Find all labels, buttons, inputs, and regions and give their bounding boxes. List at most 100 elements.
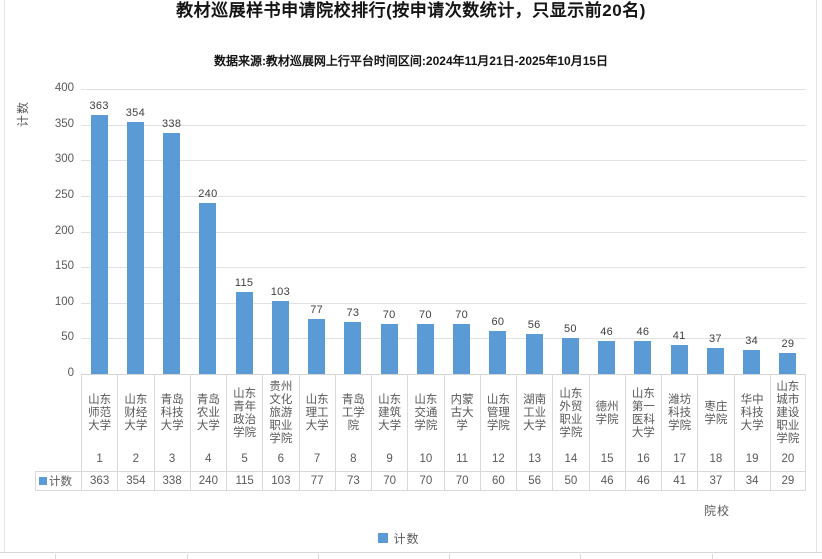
bar bbox=[598, 341, 616, 374]
bar bbox=[126, 121, 144, 374]
bar-column: 34 bbox=[734, 89, 770, 374]
category-name-wrap: 青岛科技大学 bbox=[155, 374, 190, 453]
category-cell: 山东管理学院 12 bbox=[479, 374, 516, 471]
bar-column: 363 bbox=[81, 89, 117, 374]
category-cell: 山东建筑大学 9 bbox=[371, 374, 407, 471]
category-name-wrap: 枣庄学院 bbox=[698, 374, 733, 453]
category-rank: 10 bbox=[419, 453, 433, 465]
category-rank: 6 bbox=[277, 453, 285, 465]
gridline bbox=[81, 267, 806, 269]
category-rank: 17 bbox=[673, 453, 687, 465]
y-tick-label: 200 bbox=[54, 224, 74, 237]
category-rank: 14 bbox=[564, 453, 578, 465]
category-rank: 2 bbox=[132, 453, 140, 465]
bar-value-label: 115 bbox=[234, 277, 254, 290]
bar-value-label: 50 bbox=[563, 323, 577, 336]
category-name-wrap: 湖南工业大学 bbox=[517, 374, 552, 453]
bar-value-label: 70 bbox=[418, 309, 432, 322]
category-rank: 15 bbox=[600, 453, 614, 465]
table-value-cell: 37 bbox=[697, 471, 734, 491]
category-name-wrap: 内蒙古大学 bbox=[445, 374, 480, 453]
category-name-wrap: 山东城市建设职业学院 bbox=[771, 374, 805, 453]
bar-value-label: 37 bbox=[708, 332, 722, 345]
bar-value-label: 41 bbox=[672, 329, 686, 342]
category-rank: 11 bbox=[456, 453, 469, 465]
category-name-wrap: 潍坊科技学院 bbox=[662, 374, 697, 453]
category-cell: 青岛工学院 8 bbox=[334, 374, 371, 471]
bar-column: 70 bbox=[407, 89, 443, 374]
gridline bbox=[81, 124, 806, 126]
category-rank: 4 bbox=[205, 453, 212, 465]
category-name-wrap: 山东外贸职业学院 bbox=[553, 374, 588, 453]
bar-column: 73 bbox=[335, 89, 371, 374]
table-value-cell: 29 bbox=[769, 471, 806, 491]
category-name: 青岛农业大学 bbox=[196, 394, 220, 432]
category-name-wrap: 山东财经大学 bbox=[118, 374, 153, 453]
category-name: 湖南工业大学 bbox=[523, 394, 547, 432]
y-tick-label: 50 bbox=[61, 331, 74, 344]
data-table: 山东师范大学 1 山东财经大学 2 青岛科技大学 3 青岛农业大学 4 山东青年政治学院 5 贵州文… bbox=[35, 374, 806, 491]
category-cell: 山东理工大学 7 bbox=[298, 374, 335, 471]
bar-value-label: 363 bbox=[89, 100, 109, 113]
category-name-wrap: 青岛农业大学 bbox=[191, 374, 226, 453]
category-rank: 9 bbox=[386, 453, 393, 465]
table-value-cell: 46 bbox=[624, 471, 661, 491]
bar-column: 46 bbox=[589, 89, 625, 374]
category-name: 山东管理学院 bbox=[486, 394, 510, 432]
category-name: 青岛工学院 bbox=[341, 394, 365, 432]
bar bbox=[344, 322, 362, 374]
category-name: 山东师范大学 bbox=[88, 394, 112, 432]
table-value-cell: 115 bbox=[226, 471, 263, 491]
gridline bbox=[81, 338, 806, 340]
bar-value-label: 60 bbox=[491, 316, 505, 329]
bar-column: 70 bbox=[371, 89, 407, 374]
bar-column: 56 bbox=[516, 89, 552, 374]
category-rank: 19 bbox=[745, 453, 759, 465]
category-name: 山东城市建设职业学院 bbox=[776, 381, 800, 445]
bar-column: 354 bbox=[117, 89, 153, 374]
grid-cell-divider bbox=[187, 554, 188, 559]
gridline bbox=[81, 195, 806, 197]
bar bbox=[235, 292, 253, 374]
gridline bbox=[81, 160, 806, 162]
y-tick-label: 400 bbox=[54, 82, 74, 94]
y-tick-label: 350 bbox=[54, 117, 74, 130]
category-name-wrap: 山东交通学院 bbox=[408, 374, 443, 453]
bar bbox=[271, 300, 289, 374]
chart-legend: 计数 bbox=[0, 531, 810, 546]
table-value-cell: 56 bbox=[516, 471, 553, 491]
category-cell: 内蒙古大学 11 bbox=[443, 374, 480, 471]
category-name-wrap: 山东管理学院 bbox=[481, 374, 516, 453]
bar-column: 60 bbox=[480, 89, 516, 374]
table-value-cell: 73 bbox=[334, 471, 371, 491]
category-name-wrap: 山东师范大学 bbox=[82, 374, 117, 453]
table-value-cell: 60 bbox=[479, 471, 516, 491]
category-cell: 青岛农业大学 4 bbox=[189, 374, 226, 471]
category-rank: 16 bbox=[636, 453, 650, 465]
bar-column: 77 bbox=[299, 89, 335, 374]
category-rank: 13 bbox=[528, 453, 542, 465]
table-value-cell: 363 bbox=[81, 471, 118, 491]
bar bbox=[308, 319, 326, 374]
category-cell: 山东第一医科大学 16 bbox=[624, 374, 661, 471]
category-name: 枣庄学院 bbox=[704, 400, 728, 426]
series-row-header: 计数 bbox=[35, 471, 81, 491]
bar-column: 70 bbox=[444, 89, 480, 374]
y-tick-label: 0 bbox=[67, 367, 74, 379]
legend-swatch-icon bbox=[378, 533, 389, 543]
table-value-cell: 41 bbox=[661, 471, 698, 491]
legend-label: 计数 bbox=[393, 531, 420, 546]
table-value-cell: 70 bbox=[371, 471, 408, 491]
category-cell: 山东财经大学 2 bbox=[117, 374, 153, 471]
category-cell: 山东城市建设职业学院 20 bbox=[769, 374, 806, 471]
bar bbox=[561, 338, 579, 374]
category-name: 山东外贸职业学院 bbox=[559, 387, 583, 439]
table-value-cell: 354 bbox=[117, 471, 154, 491]
bar-column: 46 bbox=[625, 89, 661, 374]
category-name: 德州学院 bbox=[595, 400, 619, 426]
bar bbox=[489, 331, 507, 374]
bars-container: 363 354 338 240 115 103 77 73 70 70 70 60 56 50 46 46 41… bbox=[81, 89, 806, 374]
category-name-wrap: 山东第一医科大学 bbox=[626, 374, 661, 453]
category-name-wrap: 山东理工大学 bbox=[300, 374, 335, 453]
